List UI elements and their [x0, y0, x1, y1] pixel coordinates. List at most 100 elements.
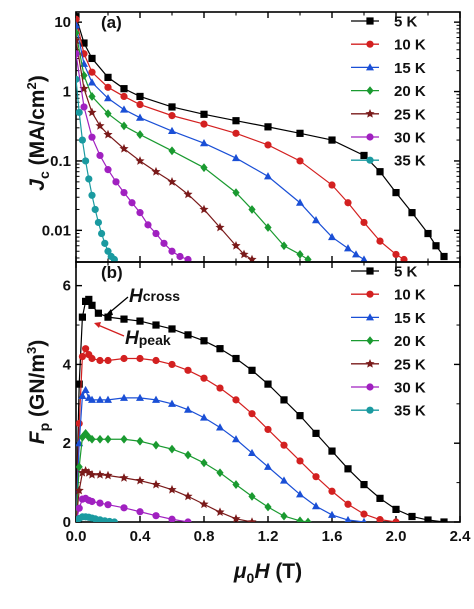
- legend-marker: [366, 267, 374, 275]
- data-point: [296, 490, 304, 498]
- data-point: [184, 405, 192, 413]
- data-point: [96, 151, 104, 160]
- data-point: [248, 205, 256, 214]
- data-point: [103, 129, 113, 139]
- data-point: [119, 143, 129, 153]
- data-point: [168, 325, 176, 333]
- legend-item: 30 K: [351, 380, 426, 397]
- data-point: [360, 480, 368, 489]
- legend-marker: [366, 86, 374, 95]
- data-point: [76, 28, 80, 38]
- legend-marker: [366, 156, 374, 164]
- data-point: [216, 384, 224, 392]
- data-point: [96, 395, 104, 403]
- y-axis-unit-close: ): [26, 75, 49, 82]
- data-point: [94, 218, 102, 227]
- data-point: [216, 345, 224, 353]
- legend-item: 25 K: [351, 356, 426, 373]
- x-tick-label: 1.6: [322, 528, 343, 545]
- data-point: [247, 517, 257, 522]
- data-point: [200, 139, 208, 147]
- data-point: [312, 502, 320, 510]
- data-point: [152, 229, 160, 238]
- data-point: [296, 516, 304, 522]
- legend-item: 20 K: [351, 83, 426, 100]
- data-point: [168, 146, 176, 156]
- annotation-subscript: peak: [139, 332, 171, 348]
- data-point: [96, 356, 104, 365]
- data-point: [80, 39, 88, 47]
- data-point: [200, 413, 208, 421]
- data-point: [135, 475, 145, 485]
- legend-label: 15 K: [394, 60, 426, 77]
- series-30k: [76, 50, 192, 262]
- data-point: [104, 83, 112, 91]
- data-point: [80, 71, 88, 80]
- data-point: [144, 221, 152, 229]
- data-point: [376, 237, 384, 245]
- data-point: [110, 255, 118, 262]
- x-axis-prefix: μ: [233, 560, 247, 583]
- data-point: [88, 191, 96, 199]
- legend-item: 5 K: [351, 264, 418, 281]
- data-point: [168, 126, 176, 135]
- data-point: [88, 395, 96, 403]
- series-20k: [76, 28, 312, 262]
- annotation-hpeak-arrow: [97, 324, 125, 337]
- x-axis-symbol: H: [254, 560, 270, 583]
- data-point: [151, 166, 161, 176]
- panel-a-y-axis-label: Jc (MA/cm2): [24, 75, 52, 190]
- data-point: [200, 163, 208, 173]
- data-point: [151, 479, 161, 489]
- data-point: [168, 399, 176, 407]
- y-axis-unit: (GN/m: [26, 354, 49, 423]
- data-point: [232, 480, 240, 489]
- data-point: [400, 255, 408, 262]
- data-point: [392, 250, 400, 259]
- data-point: [392, 188, 400, 197]
- data-point: [232, 188, 240, 197]
- y-tick-label: 0: [63, 514, 71, 531]
- data-point: [120, 92, 128, 101]
- data-point: [432, 242, 440, 250]
- legend-label: 15 K: [394, 310, 426, 327]
- data-point: [167, 484, 177, 494]
- data-point: [87, 107, 97, 117]
- data-point: [264, 380, 272, 388]
- data-point: [312, 429, 320, 437]
- data-point: [104, 356, 112, 365]
- data-point: [376, 494, 384, 502]
- data-point: [328, 487, 336, 495]
- legend-marker: [366, 406, 374, 414]
- data-point: [76, 35, 81, 45]
- data-point: [328, 136, 336, 144]
- data-point: [264, 141, 272, 149]
- data-point: [296, 129, 304, 137]
- panel-b-label: (b): [101, 263, 123, 282]
- data-point: [85, 175, 93, 183]
- data-point: [104, 313, 112, 321]
- data-point: [76, 485, 84, 495]
- data-point: [167, 177, 177, 186]
- data-point: [215, 222, 225, 232]
- legend-label: 5 K: [394, 264, 418, 281]
- legend-item: 10 K: [351, 287, 426, 304]
- data-point: [216, 468, 224, 478]
- legend-marker: [366, 40, 374, 48]
- data-point: [344, 515, 352, 522]
- data-point: [136, 508, 144, 516]
- y-axis-unit: (MA/cm: [26, 90, 49, 172]
- data-point: [120, 504, 128, 512]
- data-point: [98, 229, 106, 238]
- x-tick-label: 1.2: [258, 528, 279, 545]
- data-point: [104, 434, 112, 444]
- data-point: [199, 204, 209, 214]
- data-point: [76, 108, 83, 117]
- data-point: [152, 356, 160, 365]
- data-point: [184, 255, 192, 262]
- data-point: [344, 465, 352, 473]
- y-axis-superscript: 3: [24, 347, 39, 354]
- data-point: [152, 395, 160, 403]
- data-point: [200, 120, 208, 128]
- y-tick-label: 0.1: [50, 153, 71, 170]
